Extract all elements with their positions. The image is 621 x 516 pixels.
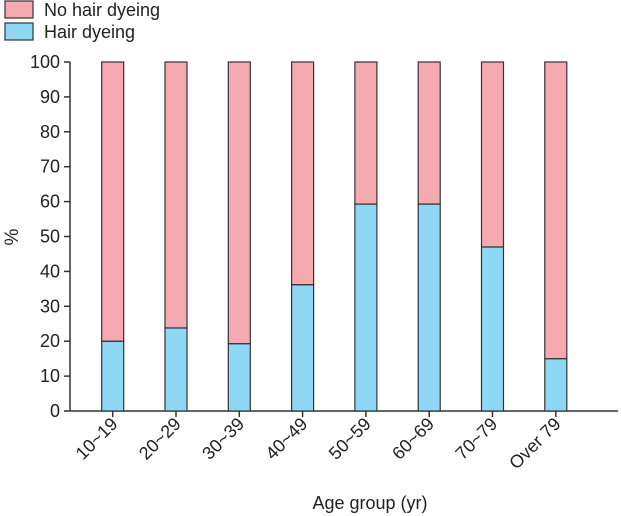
bar-hair-dyeing-0 xyxy=(101,340,125,412)
bar-hair-dyeing-2 xyxy=(227,343,251,412)
bar-hair-dyeing-5 xyxy=(417,203,441,412)
y-tick-label: 50 xyxy=(40,227,60,247)
y-tick-label: 90 xyxy=(40,87,60,107)
bar-no-hair-dyeing-5 xyxy=(417,61,441,205)
x-tick-label: 10~19 xyxy=(72,414,122,464)
x-tick-label: 40~49 xyxy=(262,414,312,464)
legend: No hair dyeing Hair dyeing xyxy=(4,0,160,42)
legend-swatch-hair-dyeing xyxy=(4,22,34,41)
bar-no-hair-dyeing-2 xyxy=(227,61,251,345)
y-tick-label: 100 xyxy=(30,52,60,72)
bar-no-hair-dyeing-0 xyxy=(101,61,125,342)
y-tick-label: 30 xyxy=(40,296,60,316)
x-tick-label: 60~69 xyxy=(388,414,438,464)
y-axis-label: % xyxy=(2,228,23,245)
bar-no-hair-dyeing-6 xyxy=(480,61,505,248)
y-tick-label: 40 xyxy=(40,261,60,281)
bar-hair-dyeing-6 xyxy=(480,246,505,412)
bar-no-hair-dyeing-3 xyxy=(291,61,315,286)
x-tick-label: 20~29 xyxy=(135,414,185,464)
y-tick-label: 80 xyxy=(40,122,60,142)
x-tick-label: 30~39 xyxy=(198,414,248,464)
bar-no-hair-dyeing-1 xyxy=(164,61,188,329)
legend-label-hair-dyeing: Hair dyeing xyxy=(44,22,135,42)
bar-no-hair-dyeing-4 xyxy=(354,61,378,205)
legend-label-no-hair-dyeing: No hair dyeing xyxy=(44,0,160,20)
x-tick-label: 50~59 xyxy=(325,414,375,464)
y-tick-label: 10 xyxy=(40,366,60,386)
x-tick-label: Over 79 xyxy=(505,414,564,473)
y-tick-label: 0 xyxy=(50,401,60,421)
bar-hair-dyeing-3 xyxy=(291,284,315,412)
bar-hair-dyeing-1 xyxy=(164,327,188,412)
bar-hair-dyeing-4 xyxy=(354,203,378,412)
bar-no-hair-dyeing-7 xyxy=(544,61,568,360)
legend-swatch-no-hair-dyeing xyxy=(4,0,34,19)
y-tick-label: 60 xyxy=(40,192,60,212)
x-axis-label: Age group (yr) xyxy=(312,493,427,513)
y-tick-label: 70 xyxy=(40,157,60,177)
y-tick-label: 20 xyxy=(40,331,60,351)
bar-hair-dyeing-7 xyxy=(544,358,568,412)
x-tick-label: 70~79 xyxy=(451,414,501,464)
